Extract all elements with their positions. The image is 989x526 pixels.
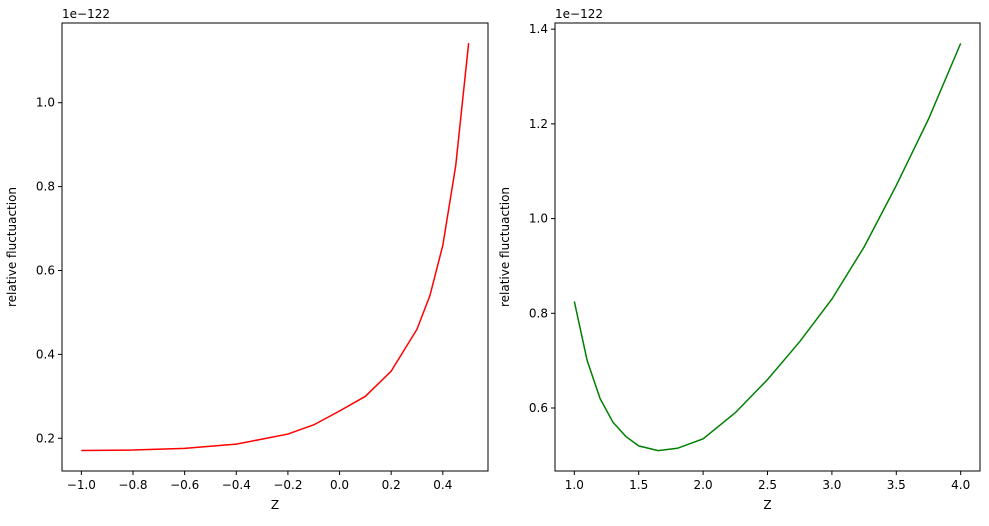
offset-text: 1e−122 <box>555 7 603 21</box>
x-axis-label: Z <box>271 498 279 512</box>
line-series <box>81 43 470 452</box>
axes-frame <box>554 22 981 472</box>
x-tick-label: 3.5 <box>887 478 906 492</box>
line-series <box>573 43 962 452</box>
x-tick-label: −0.6 <box>170 478 199 492</box>
y-tick-label: 0.4 <box>36 347 55 361</box>
x-tick-label: −0.4 <box>222 478 251 492</box>
x-tick-label: 0.4 <box>433 478 452 492</box>
x-tick-label: 0.0 <box>330 478 349 492</box>
y-tick-label: 1.0 <box>529 212 548 226</box>
y-tick-label: 0.6 <box>529 401 548 415</box>
x-tick-label: −0.2 <box>273 478 302 492</box>
x-tick-label: 2.0 <box>694 478 713 492</box>
y-tick-label: 0.2 <box>36 431 55 445</box>
x-tick-label: −0.8 <box>118 478 147 492</box>
y-axis-label: relative fluctuaction <box>5 187 19 307</box>
x-tick-label: 1.5 <box>629 478 648 492</box>
y-tick-label: 1.0 <box>36 96 55 110</box>
x-tick-label: 2.5 <box>758 478 777 492</box>
x-tick-label: −1.0 <box>67 478 96 492</box>
x-tick-label: 4.0 <box>951 478 970 492</box>
y-tick-label: 1.4 <box>529 22 548 36</box>
y-tick-label: 0.6 <box>36 263 55 277</box>
y-axis-label: relative fluctuaction <box>498 187 512 307</box>
x-tick-label: 3.0 <box>822 478 841 492</box>
x-tick-label: 1.0 <box>565 478 584 492</box>
x-axis-label: Z <box>763 498 771 512</box>
x-tick-label: 0.2 <box>382 478 401 492</box>
y-tick-label: 0.8 <box>529 306 548 320</box>
y-tick-label: 1.2 <box>529 117 548 131</box>
axes-frame <box>61 22 489 472</box>
offset-text: 1e−122 <box>62 7 110 21</box>
y-tick-label: 0.8 <box>36 180 55 194</box>
